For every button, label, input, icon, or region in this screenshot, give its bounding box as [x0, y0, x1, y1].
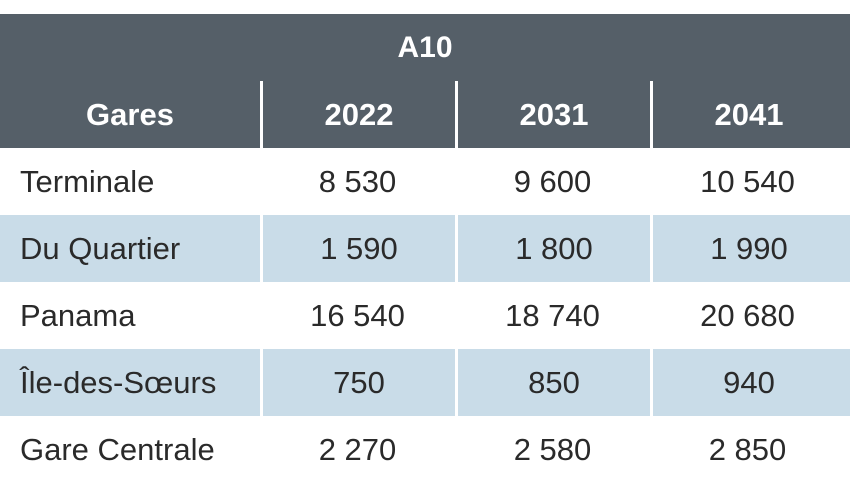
station-name: Panama [20, 297, 136, 333]
header-year-2041: 2041 [650, 81, 845, 148]
value-2041: 10 540 [700, 163, 795, 199]
value-2022: 8 530 [318, 163, 397, 199]
table-row: Île-des-Sœurs 750 850 940 [0, 349, 850, 416]
table-header-row: Gares 2022 2031 2041 [0, 81, 850, 148]
table-row: Gare Centrale 2 270 2 580 2 850 [0, 416, 850, 483]
value-2031: 1 800 [455, 215, 650, 282]
value-2031: 2 580 [513, 431, 592, 467]
header-year-2022: 2022 [260, 81, 455, 148]
value-2022: 16 540 [310, 297, 405, 333]
table-row: Du Quartier 1 590 1 800 1 990 [0, 215, 850, 282]
value-2022: 2 270 [318, 431, 397, 467]
value-2031: 9 600 [513, 163, 592, 199]
value-2022: 1 590 [260, 215, 455, 282]
stations-table: A10 Gares 2022 2031 2041 Terminale 8 530… [0, 14, 850, 483]
station-name: Du Quartier [20, 230, 181, 266]
table-row: Panama 16 540 18 740 20 680 [0, 282, 850, 349]
value-2031: 850 [455, 349, 650, 416]
value-2022: 750 [260, 349, 455, 416]
header-stations: Gares [86, 96, 174, 132]
station-name: Île-des-Sœurs [20, 364, 217, 400]
value-2041: 20 680 [700, 297, 795, 333]
header-year-2031: 2031 [455, 81, 650, 148]
table-title: A10 [0, 14, 850, 81]
value-2041: 2 850 [708, 431, 787, 467]
value-2041: 1 990 [650, 215, 845, 282]
station-name: Gare Centrale [20, 431, 215, 467]
value-2041: 940 [650, 349, 845, 416]
value-2031: 18 740 [505, 297, 600, 333]
station-name: Terminale [20, 163, 155, 199]
table-row: Terminale 8 530 9 600 10 540 [0, 148, 850, 215]
